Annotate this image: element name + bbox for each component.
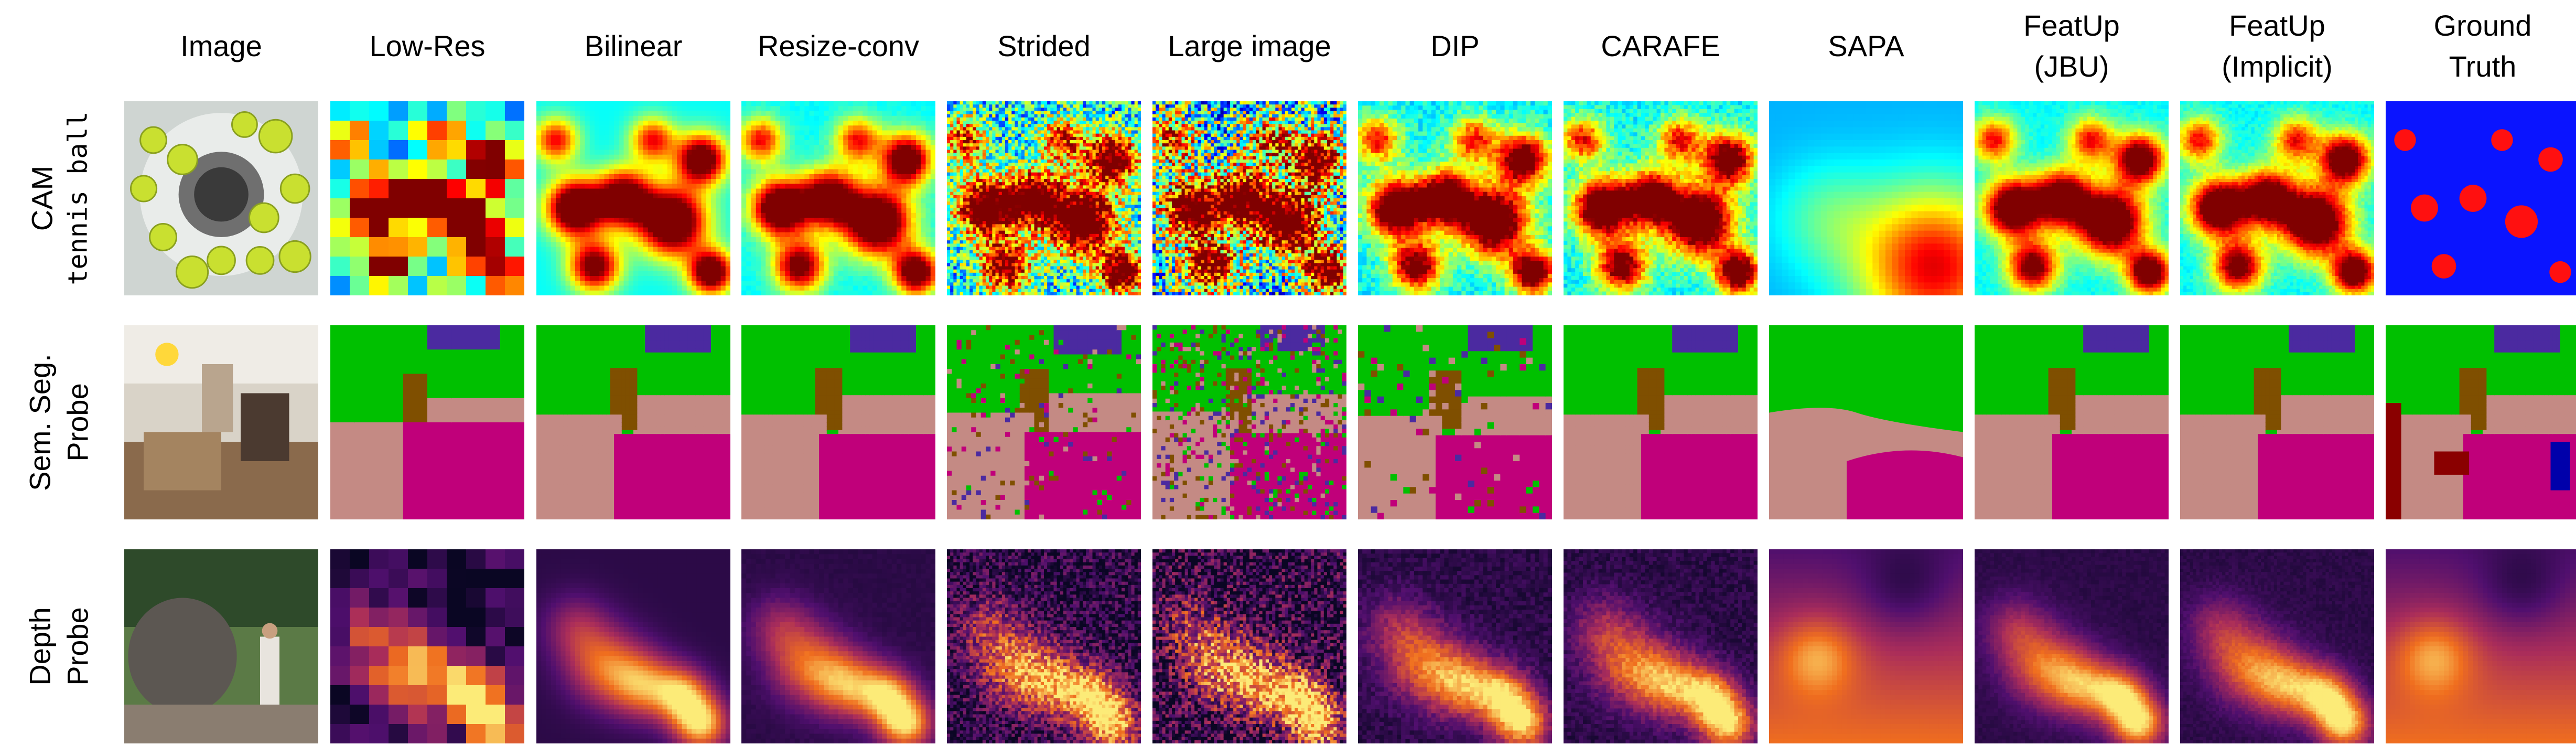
depth-ground-truth-image: [2386, 549, 2576, 743]
depth-resize-conv-image: [741, 549, 935, 743]
depth-large-image-image: [1152, 549, 1346, 743]
cam-ground-truth-image: [2386, 101, 2576, 295]
depth-sapa-image: [1769, 549, 1963, 743]
cam-image-image: [124, 101, 318, 295]
row-label-line: Sem. Seg.: [21, 354, 59, 491]
cam-low-res-image: [330, 101, 524, 295]
row-label-cam: CAM tennis ball: [0, 101, 118, 295]
semseg-featup-jbu-image: [1975, 325, 2169, 519]
semseg-strided-image: [947, 325, 1141, 519]
row-label-line: Probe: [59, 383, 97, 461]
cam-strided-image: [947, 101, 1141, 295]
column-header-image: Image: [124, 0, 318, 92]
cam-carafe-image: [1564, 101, 1758, 295]
cam-resize-conv-image: [741, 101, 935, 295]
depth-low-res-image: [330, 549, 524, 743]
semseg-dip-image: [1358, 325, 1552, 519]
column-header-resize-conv: Resize-conv: [741, 0, 935, 92]
column-header-dip: DIP: [1358, 0, 1552, 92]
column-header-low-res: Low-Res: [330, 0, 524, 92]
cam-featup-implicit-image: [2180, 101, 2374, 295]
semseg-low-res-image: [330, 325, 524, 519]
depth-featup-jbu-image: [1975, 549, 2169, 743]
cam-sapa-image: [1769, 101, 1963, 295]
column-header-sapa: SAPA: [1769, 0, 1963, 92]
semseg-ground-truth-image: [2386, 325, 2576, 519]
depth-dip-image: [1358, 549, 1552, 743]
column-header-large-image: Large image: [1152, 0, 1346, 92]
depth-featup-implicit-image: [2180, 549, 2374, 743]
column-header-carafe: CARAFE: [1564, 0, 1758, 92]
semseg-large-image-image: [1152, 325, 1346, 519]
column-header-featup-jbu: FeatUp (JBU): [1975, 0, 2169, 92]
semseg-resize-conv-image: [741, 325, 935, 519]
cam-featup-jbu-image: [1975, 101, 2169, 295]
depth-strided-image: [947, 549, 1141, 743]
row-label-semseg: Sem. Seg. Probe: [0, 325, 118, 519]
column-header-featup-implicit: FeatUp (Implicit): [2180, 0, 2374, 92]
cam-large-image-image: [1152, 101, 1346, 295]
depth-bilinear-image: [536, 549, 730, 743]
cam-bilinear-image: [536, 101, 730, 295]
row-label-depth: Depth Probe: [0, 549, 118, 743]
cam-dip-image: [1358, 101, 1552, 295]
depth-carafe-image: [1564, 549, 1758, 743]
semseg-bilinear-image: [536, 325, 730, 519]
row-label-line: Depth: [21, 607, 59, 685]
column-header-bilinear: Bilinear: [536, 0, 730, 92]
semseg-carafe-image: [1564, 325, 1758, 519]
semseg-sapa-image: [1769, 325, 1963, 519]
row-sublabel: tennis ball: [61, 111, 95, 285]
row-label-line: CAM: [24, 166, 61, 231]
column-header-ground-truth: Ground Truth: [2386, 0, 2576, 92]
depth-image-image: [124, 549, 318, 743]
semseg-image-image: [124, 325, 318, 519]
row-label-line: Probe: [59, 607, 97, 685]
column-header-strided: Strided: [947, 0, 1141, 92]
semseg-featup-implicit-image: [2180, 325, 2374, 519]
